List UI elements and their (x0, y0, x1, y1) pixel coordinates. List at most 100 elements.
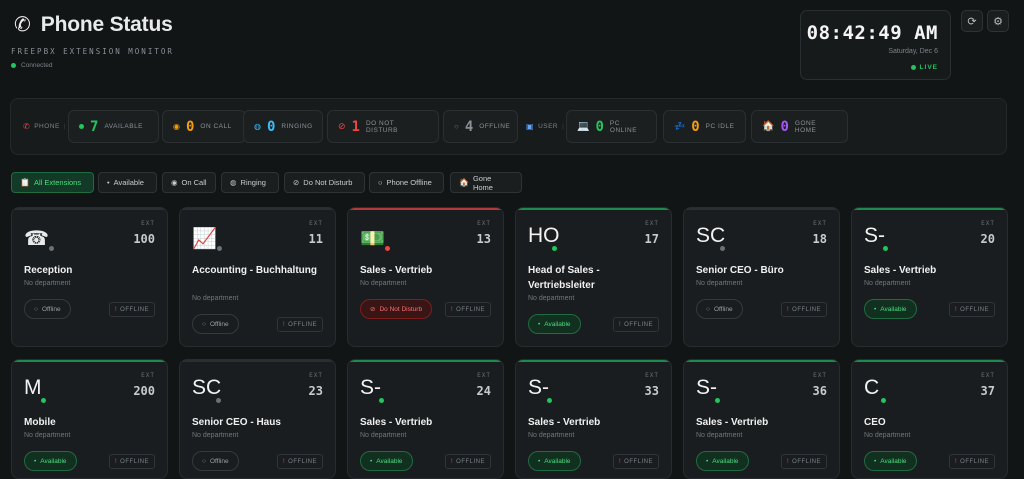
ringing-icon: ◍ (230, 178, 237, 187)
stat-dnd-label: DO NOT DISTURB (365, 119, 399, 134)
ext-label: EXT (141, 372, 155, 379)
phone-status-text: OFFLINE (624, 458, 653, 465)
live-label: LIVE (919, 64, 938, 71)
extension-card[interactable]: S- EXT 33 Sales - Vertrieb No department… (515, 359, 672, 479)
phone-status-badge: ! OFFLINE (612, 454, 659, 469)
dnd-icon: ⊘ (338, 121, 346, 131)
stat-offline-count: 4 (464, 118, 474, 135)
status-badge: • Available (360, 451, 413, 471)
extension-card[interactable]: SC EXT 18 Senior CEO - Büro No departmen… (683, 207, 840, 347)
extension-card[interactable]: 📈 EXT 11 Accounting - Buchhaltung No dep… (179, 207, 336, 347)
filter-all-extensions[interactable]: 📋 All Extensions (11, 172, 94, 193)
status-badge: • Available (24, 451, 77, 471)
extension-name: Accounting - Buchhaltung (192, 265, 317, 276)
phone-label-text: PHONE (34, 123, 60, 130)
pin-icon: ! (282, 458, 286, 465)
status-text: Available (880, 457, 907, 465)
filter-ringing[interactable]: ◍ Ringing (221, 172, 279, 193)
extension-name: Sales - Vertrieb (360, 265, 433, 276)
offline-icon: ○ (378, 178, 383, 187)
live-indicator: LIVE (910, 64, 938, 71)
stat-pc-online[interactable]: 💻 0 PC ONLINE (566, 110, 657, 143)
settings-button[interactable]: ⚙ (987, 10, 1009, 32)
department: No department (864, 280, 911, 287)
extension-card[interactable]: 💵 EXT 13 Sales - Vertrieb No department … (347, 207, 504, 347)
avatar: S- (696, 376, 717, 399)
stat-offline-label: OFFLINE (479, 123, 511, 130)
filter-available[interactable]: • Available (98, 172, 157, 193)
status-stripe (852, 208, 1007, 210)
stat-gone-home[interactable]: 🏠 0 GONE HOME (751, 110, 848, 143)
ext-number: 18 (812, 232, 827, 246)
phone-status-badge: ! OFFLINE (780, 454, 827, 469)
stat-ringing-count: 0 (266, 118, 276, 135)
filter-label: All Extensions (33, 178, 82, 187)
extension-card[interactable]: ☎ EXT 100 Reception No department ○ Offli… (11, 207, 168, 347)
ringing-icon: ◍ (254, 122, 261, 131)
extension-card[interactable]: HO EXT 17 Head of Sales - Vertriebsleite… (515, 207, 672, 347)
pin-icon: ! (450, 458, 454, 465)
ext-number: 11 (308, 232, 323, 246)
app-title-group: ✆ Phone Status (14, 12, 173, 37)
pin-icon: ! (618, 321, 622, 328)
ext-number: 36 (812, 384, 827, 398)
available-dot (79, 124, 84, 129)
department: No department (24, 280, 71, 287)
stats-bar: ✆ PHONE | 7 AVAILABLE ◉ 0 ON CALL ◍ 0 RI… (10, 98, 1007, 155)
refresh-button[interactable]: ⟳ (961, 10, 983, 32)
phone-status-badge: ! OFFLINE (444, 454, 491, 469)
stat-pc-idle[interactable]: 💤 0 PC IDLE (663, 110, 746, 143)
telephone-icon: ☎ (24, 228, 49, 250)
filter-phone-offline[interactable]: ○ Phone Offline (369, 172, 444, 193)
status-dot (216, 398, 221, 403)
filter-gone-home[interactable]: 🏠 Gone Home (450, 172, 522, 193)
page-title: Phone Status (40, 12, 173, 36)
extension-card[interactable]: SC EXT 23 Senior CEO - Haus No departmen… (179, 359, 336, 479)
filter-do-not-disturb[interactable]: ⊘ Do Not Disturb (284, 172, 365, 193)
extension-card[interactable]: C EXT 37 CEO No department • Available ! O… (851, 359, 1008, 479)
status-dot (379, 398, 384, 403)
stat-available-count: 7 (90, 118, 99, 135)
extension-card[interactable]: S- EXT 20 Sales - Vertrieb No department… (851, 207, 1008, 347)
dot-icon: • (706, 457, 709, 465)
dot-icon: • (538, 457, 541, 465)
stat-gone-home-count: 0 (780, 118, 789, 135)
house-icon: 🏠 (459, 178, 469, 187)
divider: | (562, 123, 565, 130)
phone-status-badge: ! OFFLINE (780, 302, 827, 317)
filter-label: Gone Home (472, 173, 493, 192)
extension-name: Senior CEO - Büro (696, 265, 784, 276)
status-dot (883, 246, 888, 251)
dnd-icon: ⊘ (293, 178, 300, 187)
department: No department (24, 432, 71, 439)
stat-offline[interactable]: ○ 4 OFFLINE (443, 110, 518, 143)
extension-card[interactable]: S- EXT 36 Sales - Vertrieb No department… (683, 359, 840, 479)
stat-available[interactable]: 7 AVAILABLE (68, 110, 159, 143)
department: No department (192, 295, 239, 302)
pin-icon: ! (786, 306, 790, 313)
connection-label: Connected (21, 62, 53, 69)
stat-on-call[interactable]: ◉ 0 ON CALL (162, 110, 246, 143)
phone-icon: ✆ (14, 14, 31, 36)
offline-icon: ○ (706, 305, 710, 313)
phone-status-badge: ! OFFLINE (948, 302, 995, 317)
avatar: M (24, 376, 42, 399)
ext-number: 17 (644, 232, 659, 246)
filter-label: Ringing (240, 178, 266, 187)
status-badge: • Available (864, 299, 917, 319)
status-badge: ⊘ Do Not Disturb (360, 299, 433, 319)
extension-name: CEO (864, 417, 886, 428)
extension-card[interactable]: M EXT 200 Mobile No department • Availabl… (11, 359, 168, 479)
pin-icon: ! (282, 321, 286, 328)
avatar: SC (696, 224, 726, 247)
phone-status-text: OFFLINE (960, 306, 989, 313)
filter-on-call[interactable]: ◉ On Call (162, 172, 216, 193)
extension-card[interactable]: S- EXT 24 Sales - Vertrieb No department… (347, 359, 504, 479)
stat-dnd[interactable]: ⊘ 1 DO NOT DISTURB (327, 110, 439, 143)
extension-name: Sales - Vertrieb (696, 417, 769, 428)
status-stripe (516, 360, 671, 362)
ext-label: EXT (813, 220, 827, 227)
stat-ringing[interactable]: ◍ 0 RINGING (243, 110, 323, 143)
phone-status-text: OFFLINE (120, 458, 149, 465)
phone-status-badge: ! OFFLINE (948, 454, 995, 469)
